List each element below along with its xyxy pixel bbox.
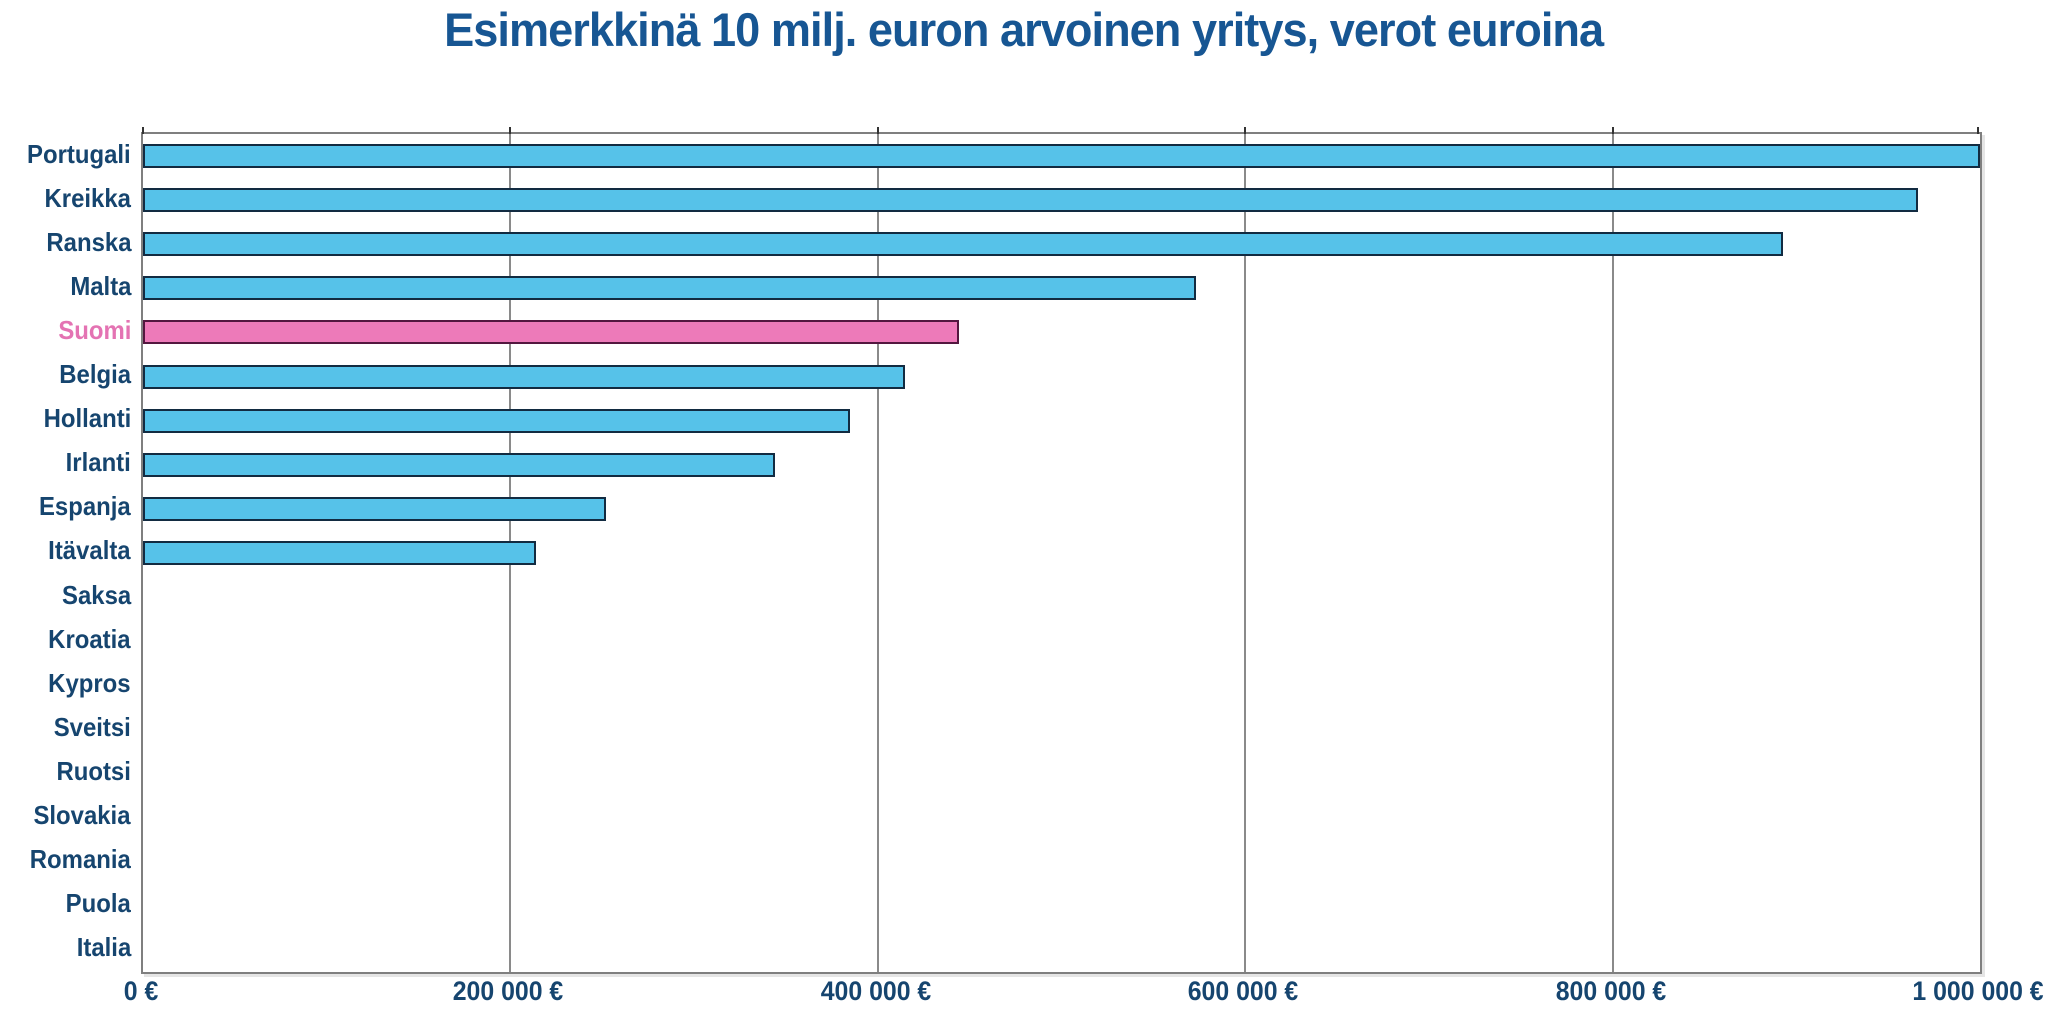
category-label-text: Espanja	[39, 491, 131, 522]
category-label-sveitsi: Sveitsi	[0, 705, 131, 749]
axis-tick	[1244, 127, 1247, 134]
chart-header: Esimerkkinä 10 milj. euron arvoinen yrit…	[0, 2, 2048, 57]
x-tick-label: 200 000 €	[453, 976, 564, 1006]
x-tick-label: 600 000 €	[1187, 976, 1299, 1006]
category-label-puola: Puola	[0, 882, 131, 926]
category-label-text: Ruotsi	[56, 756, 131, 787]
y-axis-labels: Portugali Kreikka Ranska Malta Suomi Belgia Ho…	[0, 132, 131, 970]
bar-malta	[143, 276, 1196, 301]
category-label-itävalta: Itävalta	[0, 529, 131, 573]
category-label-ruotsi: Ruotsi	[0, 749, 131, 793]
category-label-text: Itävalta	[48, 535, 131, 566]
category-label-text: Hollanti	[43, 403, 131, 434]
category-label-text: Italia	[76, 932, 131, 963]
bar-suomi	[143, 320, 959, 345]
category-label-text: Saksa	[61, 579, 131, 610]
category-label-slovakia: Slovakia	[0, 794, 131, 838]
axis-tick	[1611, 127, 1614, 134]
bar-portugali	[143, 144, 1980, 169]
bar-itävalta	[143, 541, 537, 565]
gridline	[1611, 134, 1614, 972]
bar-kreikka	[143, 188, 1918, 213]
bar-ranska	[143, 232, 1784, 257]
axis-tick	[1977, 127, 1979, 134]
category-label-text: Puola	[65, 888, 131, 919]
category-label-saksa: Saksa	[0, 573, 131, 617]
bar-irlanti	[143, 452, 775, 477]
category-label-portugali: Portugali	[0, 132, 131, 176]
axis-tick	[509, 127, 512, 134]
category-label-text: Malta	[69, 270, 131, 301]
gridline	[876, 134, 879, 972]
category-label-italia: Italia	[0, 926, 131, 970]
category-label-text: Belgia	[59, 359, 131, 390]
category-label-text: Romania	[29, 844, 131, 875]
axis-tick	[876, 127, 879, 134]
category-label-text: Kypros	[48, 667, 131, 698]
category-label-kypros: Kypros	[0, 661, 131, 705]
bar-belgia	[143, 364, 906, 389]
plot-area	[141, 127, 1982, 974]
x-tick-label: 400 000 €	[820, 976, 932, 1006]
category-label-romania: Romania	[0, 838, 131, 882]
category-label-text: Irlanti	[65, 447, 131, 478]
category-label-kreikka: Kreikka	[0, 176, 131, 220]
chart-title: Esimerkkinä 10 milj. euron arvoinen yrit…	[444, 3, 1605, 56]
category-label-text: Kreikka	[44, 182, 131, 213]
x-tick-label: 800 000 €	[1555, 976, 1666, 1006]
x-tick-label: 1 000 000 €	[1912, 976, 2044, 1006]
category-label-belgia: Belgia	[0, 353, 131, 397]
category-label-suomi: Suomi	[0, 308, 131, 352]
category-label-text: Ranska	[45, 226, 131, 257]
category-label-irlanti: Irlanti	[0, 441, 131, 485]
category-label-kroatia: Kroatia	[0, 617, 131, 661]
category-label-text: Slovakia	[33, 800, 131, 831]
category-label-ranska: Ranska	[0, 220, 131, 264]
bar-espanja	[143, 496, 606, 521]
category-label-hollanti: Hollanti	[0, 397, 131, 441]
gridline	[1244, 134, 1247, 972]
category-label-text: Suomi	[57, 314, 131, 345]
bar-hollanti	[143, 408, 851, 433]
category-label-espanja: Espanja	[0, 485, 131, 529]
x-tick-label: 0 €	[123, 976, 159, 1006]
x-axis-labels: 0 € 200 000 € 400 000 € 600 000 € 800 000 € 1…	[0, 976, 2048, 1016]
category-label-text: Kroatia	[48, 623, 131, 654]
category-label-text: Portugali	[27, 138, 131, 169]
category-label-malta: Malta	[0, 264, 131, 308]
category-label-text: Sveitsi	[53, 711, 131, 742]
axis-tick	[142, 127, 144, 134]
